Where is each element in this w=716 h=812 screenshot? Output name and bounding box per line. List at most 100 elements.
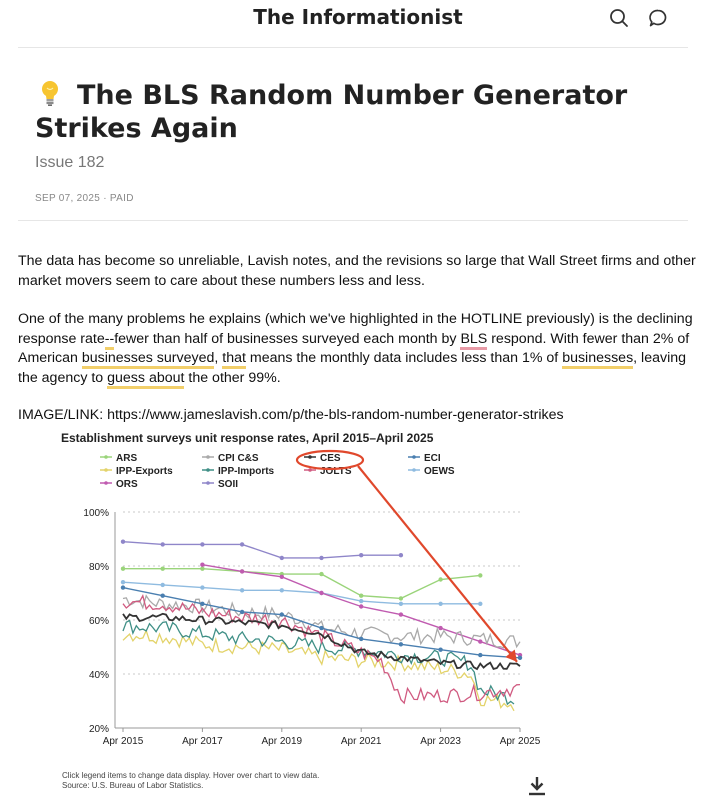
series-point bbox=[398, 601, 404, 606]
legend-item[interactable]: ARS bbox=[116, 453, 137, 464]
series-point bbox=[478, 652, 483, 658]
x-tick-label: Apr 2017 bbox=[182, 736, 223, 747]
legend-marker bbox=[206, 455, 210, 459]
legend-marker bbox=[308, 468, 312, 472]
series-point bbox=[239, 569, 245, 574]
series-point bbox=[398, 596, 404, 601]
article-title: The BLS Random Number Generator Strikes … bbox=[35, 78, 695, 145]
series-point bbox=[200, 542, 205, 547]
image-link-text[interactable]: IMAGE/LINK: https://www.jameslavish.com/… bbox=[18, 407, 564, 423]
y-tick-label: 80% bbox=[89, 562, 109, 573]
series-point bbox=[160, 593, 165, 598]
series-point bbox=[200, 562, 205, 567]
series-point bbox=[120, 539, 126, 544]
series-line-ipp-imports bbox=[122, 619, 515, 706]
legend-marker bbox=[104, 481, 108, 485]
series-point bbox=[239, 588, 245, 593]
series-point bbox=[359, 593, 364, 598]
legend-item[interactable]: ORS bbox=[116, 479, 138, 490]
lightbulb-icon bbox=[35, 78, 65, 108]
series-point bbox=[438, 647, 443, 652]
paragraph-2-segment: BLS bbox=[460, 330, 488, 350]
x-tick-label: Apr 2025 bbox=[500, 736, 541, 747]
chart-source: Source: U.S. Bureau of Labor Statistics. bbox=[62, 781, 204, 790]
legend-marker bbox=[308, 455, 312, 459]
series-point bbox=[279, 612, 284, 617]
legend-item[interactable]: JOLTS bbox=[320, 466, 352, 477]
paragraph-2-segment: businesses bbox=[562, 350, 634, 369]
legend-marker bbox=[104, 455, 108, 459]
series-point bbox=[359, 604, 364, 609]
legend-item[interactable]: IPP-Exports bbox=[116, 466, 173, 477]
x-tick-label: Apr 2015 bbox=[103, 736, 144, 747]
series-point bbox=[478, 639, 483, 644]
series-point bbox=[319, 590, 324, 596]
series-point bbox=[478, 601, 483, 606]
search-icon[interactable] bbox=[608, 7, 630, 29]
series-point bbox=[279, 588, 284, 593]
x-tick-label: Apr 2019 bbox=[262, 736, 303, 747]
series-point bbox=[279, 555, 284, 561]
series-point bbox=[319, 571, 324, 577]
chart-svg: Establishment surveys unit response rate… bbox=[61, 431, 541, 747]
article-title-text: The BLS Random Number Generator Strikes … bbox=[35, 80, 628, 144]
series-line-ars bbox=[123, 568, 481, 600]
paragraph-2-segment: fewer than half of businesses surveyed e… bbox=[114, 330, 461, 347]
legend-item[interactable]: SOII bbox=[218, 479, 238, 490]
series-point bbox=[517, 655, 523, 660]
series-point bbox=[120, 566, 126, 571]
series-point bbox=[120, 585, 126, 590]
paragraph-2-segment: the other 99%. bbox=[184, 369, 281, 386]
x-tick-label: Apr 2021 bbox=[341, 736, 382, 747]
series-point bbox=[279, 574, 284, 579]
comment-icon[interactable] bbox=[647, 7, 669, 29]
y-tick-label: 60% bbox=[89, 616, 109, 627]
y-tick-label: 100% bbox=[83, 508, 109, 519]
series-point bbox=[359, 636, 364, 642]
paragraph-2: One of the many problems he explains (wh… bbox=[18, 310, 708, 389]
legend-marker bbox=[412, 468, 416, 472]
series-point bbox=[438, 625, 443, 631]
series-line-oews bbox=[122, 581, 481, 605]
series-point bbox=[239, 609, 245, 615]
paragraph-2-segment: One of the many problems he explains (wh… bbox=[18, 311, 693, 347]
response-rate-chart[interactable]: Establishment surveys unit response rate… bbox=[55, 428, 575, 798]
series-line-jolts bbox=[122, 594, 521, 705]
legend-item[interactable]: ECI bbox=[424, 453, 441, 464]
article-subtitle: Issue 182 bbox=[35, 154, 105, 171]
paragraph-1: The data has become so unreliable, Lavis… bbox=[18, 253, 696, 289]
x-tick-label: Apr 2023 bbox=[420, 736, 461, 747]
series-point bbox=[120, 580, 126, 585]
paragraph-2-segment: businesses surveyed bbox=[81, 350, 215, 369]
series-line-soii bbox=[122, 541, 401, 559]
series-point bbox=[239, 542, 245, 547]
series-point bbox=[478, 573, 483, 578]
y-tick-label: 40% bbox=[89, 670, 109, 681]
publication-name[interactable]: The Informationist bbox=[253, 5, 463, 29]
series-point bbox=[200, 566, 205, 571]
legend-marker bbox=[206, 481, 210, 485]
series-point bbox=[319, 555, 324, 561]
series-point bbox=[200, 601, 205, 606]
legend-item[interactable]: IPP-Imports bbox=[218, 466, 275, 477]
download-icon[interactable] bbox=[528, 776, 546, 796]
series-point bbox=[200, 585, 205, 590]
chart-footnote: Click legend items to change data displa… bbox=[62, 771, 319, 791]
chart-title: Establishment surveys unit response rate… bbox=[61, 431, 434, 445]
series-point bbox=[319, 625, 324, 631]
paragraph-2-segment: that bbox=[222, 350, 246, 369]
series-point bbox=[160, 566, 165, 571]
y-tick-label: 20% bbox=[89, 724, 109, 735]
legend-marker bbox=[206, 468, 210, 472]
series-point bbox=[438, 577, 443, 582]
legend-item[interactable]: CPI C&S bbox=[218, 453, 259, 464]
paragraph-2-segment: guess about bbox=[107, 369, 185, 389]
legend-item[interactable]: CES bbox=[320, 453, 341, 464]
annotation-arrow bbox=[357, 465, 518, 663]
legend-item[interactable]: OEWS bbox=[424, 466, 455, 477]
ces-highlight-circle bbox=[295, 449, 365, 471]
post-meta: SEP 07, 2025 · PAID bbox=[35, 193, 134, 204]
series-point bbox=[160, 542, 165, 547]
series-line-ces bbox=[122, 612, 521, 671]
meta-divider bbox=[18, 220, 688, 221]
